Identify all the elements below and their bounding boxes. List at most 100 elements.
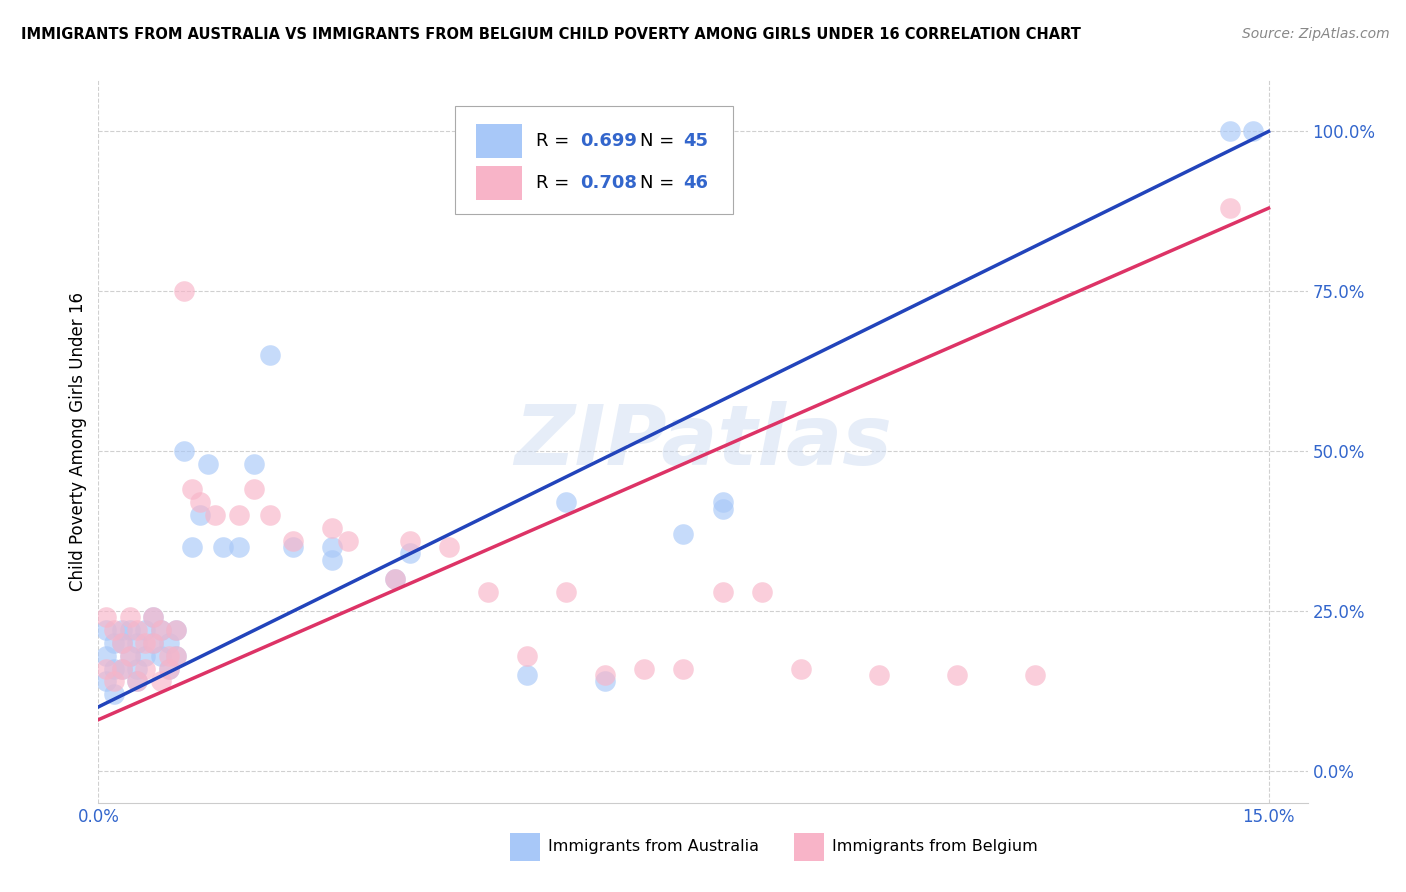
Point — [477, 584, 499, 599]
Point — [149, 648, 172, 663]
Point — [127, 661, 149, 675]
Point — [555, 495, 578, 509]
Point — [157, 648, 180, 663]
Point — [118, 648, 141, 663]
Point — [321, 521, 343, 535]
Point — [868, 668, 890, 682]
Point — [111, 661, 134, 675]
Point — [127, 674, 149, 689]
Point — [595, 674, 617, 689]
Point — [118, 648, 141, 663]
Text: 0.699: 0.699 — [579, 132, 637, 150]
Point — [165, 623, 187, 637]
Point — [103, 623, 125, 637]
Text: 46: 46 — [683, 174, 709, 192]
Point — [555, 584, 578, 599]
Point — [204, 508, 226, 522]
Point — [142, 636, 165, 650]
Point — [142, 610, 165, 624]
Point — [633, 661, 655, 675]
Point — [127, 623, 149, 637]
Text: R =: R = — [536, 174, 575, 192]
Point — [127, 636, 149, 650]
Point — [173, 285, 195, 299]
Point — [181, 483, 204, 497]
Point — [197, 457, 219, 471]
Point — [149, 674, 172, 689]
Point — [243, 483, 266, 497]
Point — [711, 584, 734, 599]
Point — [711, 501, 734, 516]
Point — [321, 540, 343, 554]
Point — [157, 661, 180, 675]
Point — [165, 623, 187, 637]
Point — [321, 553, 343, 567]
Point — [103, 661, 125, 675]
Point — [228, 508, 250, 522]
Point — [384, 572, 406, 586]
Point — [96, 648, 118, 663]
Point — [165, 648, 187, 663]
FancyBboxPatch shape — [456, 105, 734, 214]
Point — [157, 661, 180, 675]
Text: N =: N = — [640, 132, 681, 150]
Point — [672, 661, 695, 675]
Point — [243, 457, 266, 471]
Point — [1024, 668, 1046, 682]
Point — [259, 508, 281, 522]
Point — [212, 540, 235, 554]
Point — [118, 610, 141, 624]
Point — [118, 623, 141, 637]
Point — [157, 636, 180, 650]
Point — [142, 610, 165, 624]
Point — [1219, 201, 1241, 215]
Point — [516, 648, 538, 663]
Point — [751, 584, 773, 599]
Text: R =: R = — [536, 132, 575, 150]
Point — [595, 668, 617, 682]
FancyBboxPatch shape — [475, 124, 522, 158]
Point — [96, 610, 118, 624]
Point — [103, 636, 125, 650]
Point — [945, 668, 967, 682]
Point — [672, 527, 695, 541]
Point — [789, 661, 811, 675]
Text: ZIPatlas: ZIPatlas — [515, 401, 891, 482]
Point — [96, 674, 118, 689]
Text: 0.708: 0.708 — [579, 174, 637, 192]
Point — [516, 668, 538, 682]
Point — [337, 533, 360, 548]
Point — [283, 540, 305, 554]
Point — [188, 495, 211, 509]
Point — [134, 623, 156, 637]
Point — [259, 348, 281, 362]
Point — [165, 648, 187, 663]
Point — [173, 444, 195, 458]
Point — [127, 674, 149, 689]
Point — [149, 623, 172, 637]
Point — [142, 636, 165, 650]
Point — [96, 623, 118, 637]
Point — [283, 533, 305, 548]
FancyBboxPatch shape — [475, 166, 522, 200]
FancyBboxPatch shape — [509, 833, 540, 861]
Text: Source: ZipAtlas.com: Source: ZipAtlas.com — [1241, 27, 1389, 41]
Point — [1219, 124, 1241, 138]
Y-axis label: Child Poverty Among Girls Under 16: Child Poverty Among Girls Under 16 — [69, 292, 87, 591]
Text: N =: N = — [640, 174, 681, 192]
FancyBboxPatch shape — [793, 833, 824, 861]
Point — [96, 661, 118, 675]
Point — [111, 636, 134, 650]
Point — [399, 546, 422, 560]
Point — [111, 623, 134, 637]
Text: Immigrants from Belgium: Immigrants from Belgium — [832, 839, 1038, 855]
Text: 45: 45 — [683, 132, 709, 150]
Point — [181, 540, 204, 554]
Point — [103, 687, 125, 701]
Point — [188, 508, 211, 522]
Text: Immigrants from Australia: Immigrants from Australia — [548, 839, 759, 855]
Point — [111, 661, 134, 675]
Point — [439, 540, 461, 554]
Point — [1241, 124, 1264, 138]
Point — [228, 540, 250, 554]
